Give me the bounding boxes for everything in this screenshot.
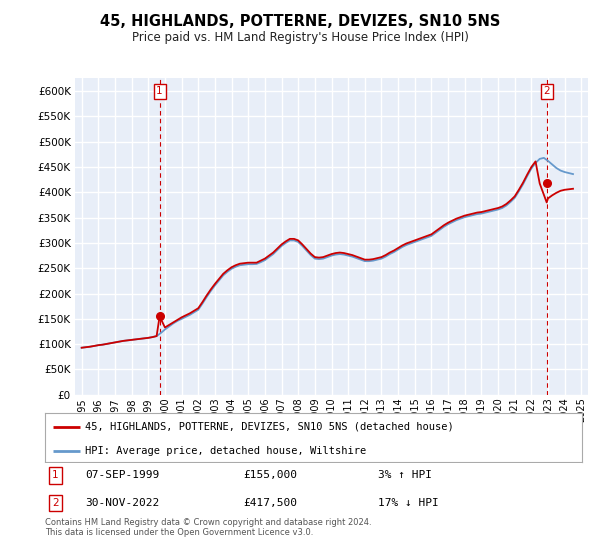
Text: 1: 1 bbox=[52, 470, 59, 480]
Text: Contains HM Land Registry data © Crown copyright and database right 2024.
This d: Contains HM Land Registry data © Crown c… bbox=[45, 518, 371, 538]
Text: Price paid vs. HM Land Registry's House Price Index (HPI): Price paid vs. HM Land Registry's House … bbox=[131, 31, 469, 44]
Text: 2: 2 bbox=[544, 86, 550, 96]
Text: 45, HIGHLANDS, POTTERNE, DEVIZES, SN10 5NS: 45, HIGHLANDS, POTTERNE, DEVIZES, SN10 5… bbox=[100, 14, 500, 29]
Text: 1: 1 bbox=[156, 86, 163, 96]
Text: HPI: Average price, detached house, Wiltshire: HPI: Average price, detached house, Wilt… bbox=[85, 446, 367, 456]
Text: 45, HIGHLANDS, POTTERNE, DEVIZES, SN10 5NS (detached house): 45, HIGHLANDS, POTTERNE, DEVIZES, SN10 5… bbox=[85, 422, 454, 432]
Text: 3% ↑ HPI: 3% ↑ HPI bbox=[378, 470, 432, 480]
Text: 30-NOV-2022: 30-NOV-2022 bbox=[85, 498, 160, 508]
Text: 17% ↓ HPI: 17% ↓ HPI bbox=[378, 498, 439, 508]
Text: 07-SEP-1999: 07-SEP-1999 bbox=[85, 470, 160, 480]
Text: 2: 2 bbox=[52, 498, 59, 508]
Text: £155,000: £155,000 bbox=[244, 470, 298, 480]
Text: £417,500: £417,500 bbox=[244, 498, 298, 508]
